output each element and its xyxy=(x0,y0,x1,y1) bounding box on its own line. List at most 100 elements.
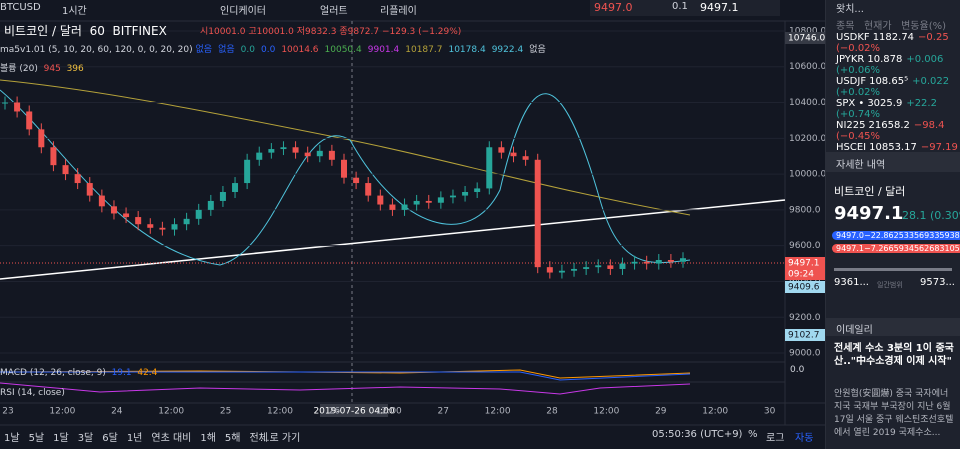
rsi-legend: RSI (14, close) xyxy=(0,388,65,398)
legend-title: 비트코인 / 달러 60 BITFINEX xyxy=(4,22,167,39)
candle xyxy=(110,206,117,214)
col: 변동율(%) xyxy=(901,21,947,32)
candle xyxy=(98,195,105,207)
goto[interactable]: ...로 가기 xyxy=(260,433,301,444)
range-btn[interactable]: 전체 xyxy=(249,433,268,444)
y-tick-label: 10000.0 xyxy=(789,170,825,180)
replay-btn[interactable]: 리플레이 xyxy=(380,6,417,17)
col: 종목 xyxy=(836,21,855,32)
interval[interactable]: 1시간 xyxy=(62,6,87,17)
x-tick-label: 27 xyxy=(437,407,448,417)
candle xyxy=(510,152,517,157)
range-btn[interactable]: 연초 대비 xyxy=(151,433,192,444)
price-tag-bg xyxy=(785,268,825,280)
range-btn[interactable]: 1날 xyxy=(4,433,20,444)
order-ask[interactable]: 9497.1 xyxy=(700,1,739,14)
candle xyxy=(558,270,565,273)
watch-tab[interactable]: 왓치... xyxy=(836,4,864,15)
candle xyxy=(667,260,674,262)
day-high: 9573... xyxy=(920,277,955,288)
range-btn[interactable]: 5해 xyxy=(224,433,241,444)
volume-legend: 볼륭 (20) 945 396 xyxy=(0,61,84,74)
watch-price: 10853.17 xyxy=(869,142,917,153)
log[interactable]: 로그 xyxy=(766,433,785,444)
range-bar: 1날 5날 1달 3달 6달 1년 연초 대비 1해 5해 전체 xyxy=(4,429,277,444)
macd-value: 42.4 xyxy=(137,368,158,378)
watch-row[interactable]: SPX • 3025.9 +22.2 (+0.74% xyxy=(836,98,960,120)
ask-pill: 9497.1−7.2665934562683105 xyxy=(832,244,960,253)
ma-title: ma5v1.01 (5, 10, 20, 60, 120, 0, 0, 20, … xyxy=(0,45,193,55)
order-qty: 0.1 xyxy=(672,1,688,12)
price-tag: 9409.6 xyxy=(788,283,820,293)
candle xyxy=(292,147,299,153)
candle xyxy=(26,111,33,130)
range-btn[interactable]: 1달 xyxy=(53,433,69,444)
candle xyxy=(534,159,541,268)
watch-row[interactable]: JPYKR 10.878 +0.006 (+0.06% xyxy=(836,54,960,76)
x-tick-label: 12:00 xyxy=(267,407,293,417)
candle xyxy=(437,197,444,203)
x-tick-label: 23 xyxy=(2,407,13,417)
x-tick-label: 12:00 xyxy=(49,407,75,417)
symbol[interactable]: BTCUSD xyxy=(0,2,41,13)
order-box xyxy=(590,0,780,16)
x-tick-label: 12:00 xyxy=(158,407,184,417)
auto[interactable]: 자동 xyxy=(795,433,814,444)
watch-change: −98.4 (−0.45% xyxy=(836,120,945,142)
range-btn[interactable]: 1년 xyxy=(126,433,143,444)
range-btn[interactable]: 5날 xyxy=(28,433,45,444)
price-tag: 09:24 xyxy=(788,270,814,280)
candle xyxy=(2,102,8,104)
col: 현재가 xyxy=(863,21,892,32)
details-header: 자세한 내역 xyxy=(836,160,886,171)
watch-change: +22.2 (+0.74% xyxy=(836,98,937,120)
candle xyxy=(74,174,81,184)
details-bar xyxy=(825,152,960,172)
candle xyxy=(14,102,21,112)
candle xyxy=(583,267,590,269)
candle xyxy=(123,213,130,218)
chart-title: 비트코인 / 달러 xyxy=(4,24,82,38)
y-tick-label: 9200.0 xyxy=(789,313,821,323)
x-tick-label: 12:00 xyxy=(593,407,619,417)
percent[interactable]: % xyxy=(748,429,758,440)
alert-btn[interactable]: 얼러트 xyxy=(320,6,348,17)
details-name: 비트코인 / 달러 xyxy=(834,185,906,198)
ma-values: 없음 없음 0.0 0.0 10014.6 10050.4 9901.4 10187.7 101… xyxy=(196,45,552,55)
candle xyxy=(86,183,93,196)
chart: 2019-07-26 04:00 9000.09200.09400.09600.… xyxy=(0,20,825,426)
news-header: 이데일리 xyxy=(836,325,873,336)
ma-value: 10178.4 xyxy=(448,45,486,55)
watch-change: +0.006 (+0.06% xyxy=(836,54,944,76)
watch-row[interactable]: NI225 21658.2 −98.4 (−0.45% xyxy=(836,120,960,142)
watch-price: 3025.9 xyxy=(867,98,903,109)
crosshair-time: 2019-07-26 04:00 xyxy=(313,407,394,417)
news-headline[interactable]: 전세계 수소 3분의 1이 중국산.."中수소경제 이제 시작" xyxy=(834,343,954,367)
watch-symbol: JPYKR xyxy=(836,54,865,65)
range-btn[interactable]: 1해 xyxy=(200,433,216,444)
range-btn[interactable]: 3달 xyxy=(77,433,94,444)
y-tick-label: 10200.0 xyxy=(789,134,825,144)
range-label: 일간범위 xyxy=(877,281,903,289)
candle xyxy=(147,224,154,228)
watch-row[interactable]: USDKF 1182.74 −0.25 (−0.02% xyxy=(836,32,960,54)
ma-value: 없음 xyxy=(195,45,213,55)
candle xyxy=(256,152,263,160)
indicator-btn[interactable]: 인디케이터 xyxy=(220,6,266,17)
x-tick-label: 26 xyxy=(329,407,341,417)
price-tag-bg xyxy=(785,281,825,293)
candle xyxy=(244,159,251,184)
ohlc: 시10001.0 고10001.0 저9832.3 종9872.7 −129.3… xyxy=(200,27,462,37)
candle xyxy=(449,195,456,198)
watch-symbol: HSCEI xyxy=(836,142,867,153)
details-price: 9497.1 xyxy=(834,203,904,224)
candle xyxy=(316,150,323,157)
y-tick-label: 9000.0 xyxy=(789,349,821,359)
candle xyxy=(619,263,626,269)
details-change: 28.1 (0.30% xyxy=(902,209,960,222)
range-btn[interactable]: 6달 xyxy=(102,433,118,444)
watch-change: −0.25 (−0.02% xyxy=(836,32,949,54)
watch-row[interactable]: USDJF 108.65⁵ +0.022 (+0.02% xyxy=(836,76,960,98)
order-bid[interactable]: 9497.0 xyxy=(594,1,633,14)
volume-value: 396 xyxy=(66,64,84,74)
